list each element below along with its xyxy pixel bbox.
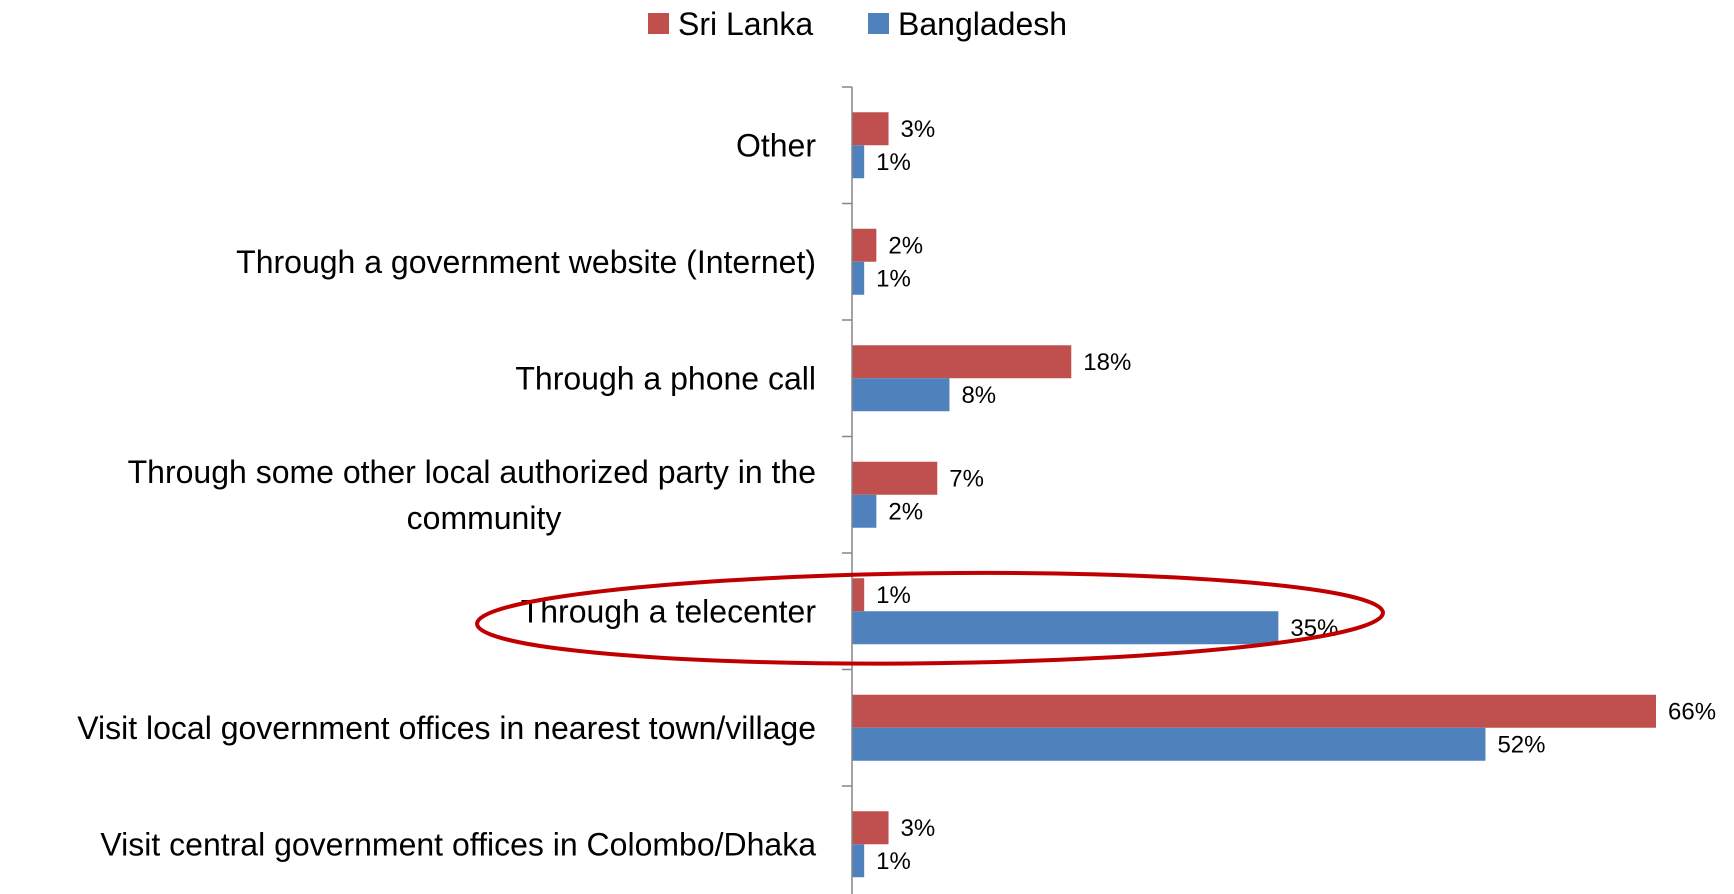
bar-sri-lanka [852, 694, 1656, 728]
bar-bangladesh [852, 844, 865, 878]
category-label: Visit local government offices in neares… [77, 710, 816, 746]
data-label: 3% [901, 815, 936, 842]
highlight-ellipse [475, 570, 1385, 666]
data-label: 2% [888, 498, 923, 525]
data-label: 3% [901, 116, 936, 143]
bar-bangladesh [852, 145, 865, 179]
bar-bangladesh [852, 727, 1486, 761]
legend-label: Bangladesh [898, 6, 1067, 42]
category-label: Other [736, 127, 816, 163]
category-label: Through some other local authorized part… [128, 454, 816, 490]
value-labels: 3%1%2%1%18%8%7%2%1%35%66%52%3%1% [876, 116, 1716, 875]
bars-group [852, 112, 1656, 878]
legend-swatch [868, 13, 889, 34]
bar-sri-lanka [852, 578, 865, 612]
legend: Sri Lanka Bangladesh [648, 6, 1067, 42]
data-label: 2% [888, 232, 923, 259]
data-label: 1% [876, 149, 911, 176]
data-label: 8% [961, 382, 996, 409]
category-label: Through a phone call [515, 360, 816, 396]
bar-bangladesh [852, 611, 1279, 645]
category-label: Through a telecenter [521, 593, 817, 629]
highlight-annotation [475, 570, 1385, 666]
bar-bangladesh [852, 494, 877, 528]
data-label: 66% [1668, 698, 1716, 725]
category-axis [842, 86, 853, 894]
data-label: 18% [1083, 349, 1131, 376]
bar-sri-lanka [852, 461, 938, 495]
bar-sri-lanka [852, 112, 889, 146]
bar-sri-lanka [852, 345, 1072, 379]
legend-swatch [648, 13, 669, 34]
bar-sri-lanka [852, 228, 877, 262]
legend-label: Sri Lanka [678, 6, 813, 42]
data-label: 1% [876, 265, 911, 292]
category-label: community [407, 500, 562, 536]
data-label: 1% [876, 848, 911, 875]
category-labels: Other Through a government website (Inter… [77, 127, 816, 862]
category-label: Through a government website (Internet) [236, 244, 816, 280]
data-label: 52% [1497, 731, 1545, 758]
data-label: 7% [949, 465, 984, 492]
category-label: Visit central government offices in Colo… [100, 826, 816, 862]
bar-bangladesh [852, 378, 950, 412]
data-label: 1% [876, 582, 911, 609]
bar-sri-lanka [852, 811, 889, 845]
bar-bangladesh [852, 261, 865, 295]
